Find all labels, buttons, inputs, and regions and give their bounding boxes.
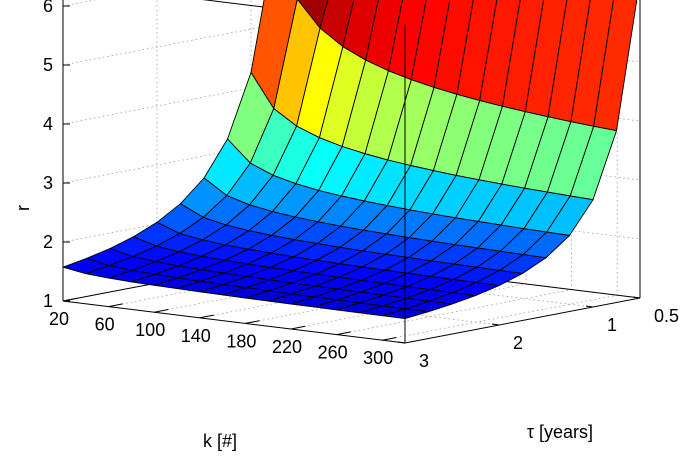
x-axis-label: k [#]: [203, 431, 237, 451]
z-tick-label: 4: [43, 114, 53, 134]
y-tick: [397, 341, 406, 344]
x-tick-label: 100: [135, 320, 165, 340]
z-tick-label: 5: [43, 55, 53, 75]
x-tick: [336, 331, 351, 336]
x-tick-label: 140: [181, 326, 211, 346]
y-tick-label: 2: [513, 333, 523, 353]
z-tick-label: 6: [43, 0, 53, 16]
z-tick-label: 3: [43, 173, 53, 193]
y-tick: [585, 305, 594, 308]
x-tick: [62, 297, 78, 302]
y-tick: [632, 296, 641, 299]
x-tick: [382, 337, 397, 341]
z-tick-label: 2: [43, 232, 53, 252]
x-tick-label: 260: [318, 343, 348, 363]
labels: r k [#] τ [years]: [13, 205, 593, 451]
y-tick-label: 0.5: [654, 306, 679, 326]
axes-edge: [62, 300, 406, 344]
z-axis-label: r: [13, 205, 33, 211]
x-tick-label: 20: [49, 309, 69, 329]
z-tick-label: 1: [43, 291, 53, 311]
x-tick-label: 300: [363, 348, 393, 368]
y-tick-label: 1: [607, 315, 617, 335]
axes-edge: [404, 297, 641, 344]
y-tick-label: 3: [419, 351, 429, 371]
x-tick-label: 180: [226, 331, 256, 351]
x-tick: [154, 309, 169, 313]
ticks: 1 2 3 4 5 6 20 60 100 140 180 220 260 300 0.5 1 2 3: [43, 0, 679, 371]
x-tick-label: 220: [272, 337, 302, 357]
x-tick: [245, 320, 260, 324]
axes-box-front: [62, 24, 641, 344]
x-tick-label: 60: [95, 315, 115, 335]
y-axis-label: τ [years]: [527, 422, 593, 442]
x-tick: [290, 325, 306, 330]
y-tick: [491, 323, 500, 326]
x-tick: [199, 314, 214, 319]
x-tick: [108, 303, 123, 308]
surface: [62, 0, 638, 320]
